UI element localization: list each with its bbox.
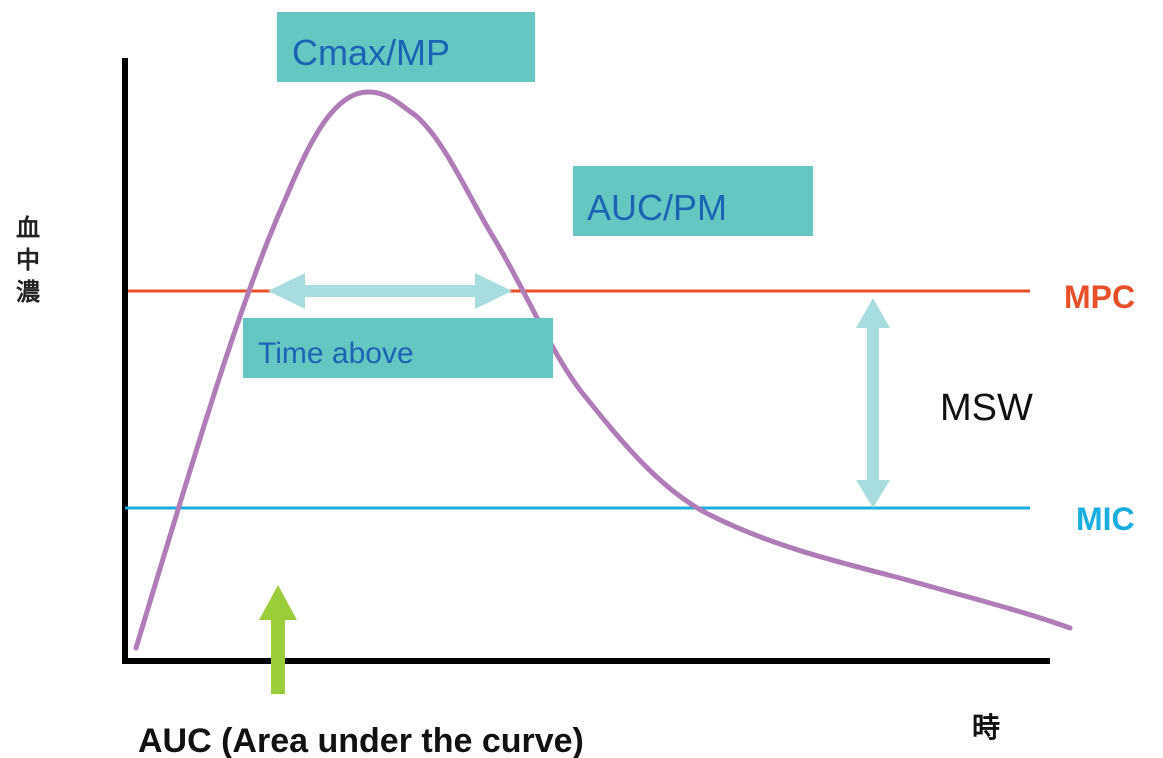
concentration-curve bbox=[133, 89, 1073, 651]
msw-label: MSW bbox=[940, 387, 1033, 429]
auc-arrow bbox=[259, 585, 297, 694]
auc-note-label: AUC (Area under the curve) bbox=[138, 722, 584, 758]
auc-pm-label: AUC/PM bbox=[587, 187, 727, 228]
y-axis-label: 血 中 濃 bbox=[16, 214, 40, 306]
time-above-label: Time above bbox=[258, 337, 414, 370]
msw-arrow bbox=[856, 298, 890, 508]
x-axis-label: 時 bbox=[972, 711, 1000, 744]
cmax-box bbox=[277, 12, 535, 82]
mpc-label: MPC bbox=[1064, 279, 1135, 315]
time-above-arrow bbox=[268, 273, 512, 309]
time-above-box bbox=[243, 318, 553, 378]
auc-pm-box bbox=[573, 166, 813, 236]
cmax-label: Cmax/MP bbox=[292, 32, 450, 73]
mic-label: MIC bbox=[1076, 501, 1135, 537]
